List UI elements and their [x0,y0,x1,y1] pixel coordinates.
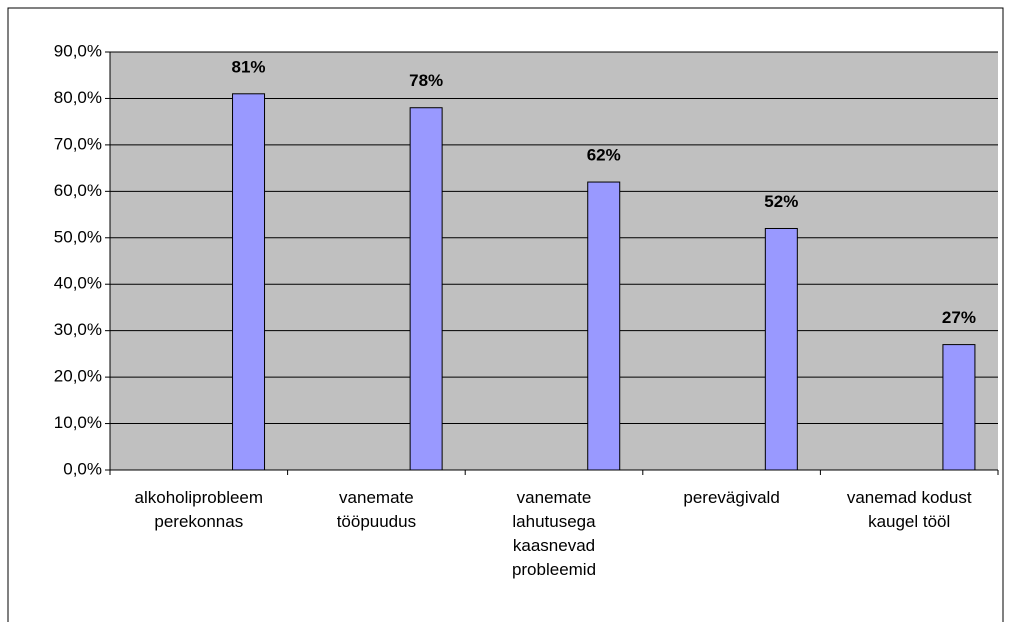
y-tick-label: 10,0% [54,413,102,432]
x-tick-label: perevägivald [683,488,780,507]
x-tick-label: vanemad kodust kaugel tööl [846,488,972,531]
x-tick-label: vanemate tööpuudus [336,488,417,531]
data-label: 52% [764,192,798,211]
bar [232,93,266,471]
bar [409,107,443,471]
data-label: 81% [232,57,266,76]
data-label: 78% [409,71,443,90]
x-tick-label: alkoholiprobleem perekonnas [134,488,264,531]
y-tick-label: 90,0% [54,41,102,60]
bar [587,181,621,471]
bar [764,227,798,471]
x-tick-label: vanemate lahutusega kaasnevad probleemid [511,488,597,579]
y-tick-label: 30,0% [54,320,102,339]
data-label: 62% [587,146,621,165]
bar [942,344,976,471]
data-label: 27% [942,308,976,327]
y-tick-label: 80,0% [54,88,102,107]
y-tick-label: 50,0% [54,227,102,246]
y-tick-label: 0,0% [63,459,102,478]
y-tick-label: 70,0% [54,134,102,153]
y-tick-label: 20,0% [54,367,102,386]
y-tick-label: 40,0% [54,274,102,293]
y-tick-label: 60,0% [54,181,102,200]
